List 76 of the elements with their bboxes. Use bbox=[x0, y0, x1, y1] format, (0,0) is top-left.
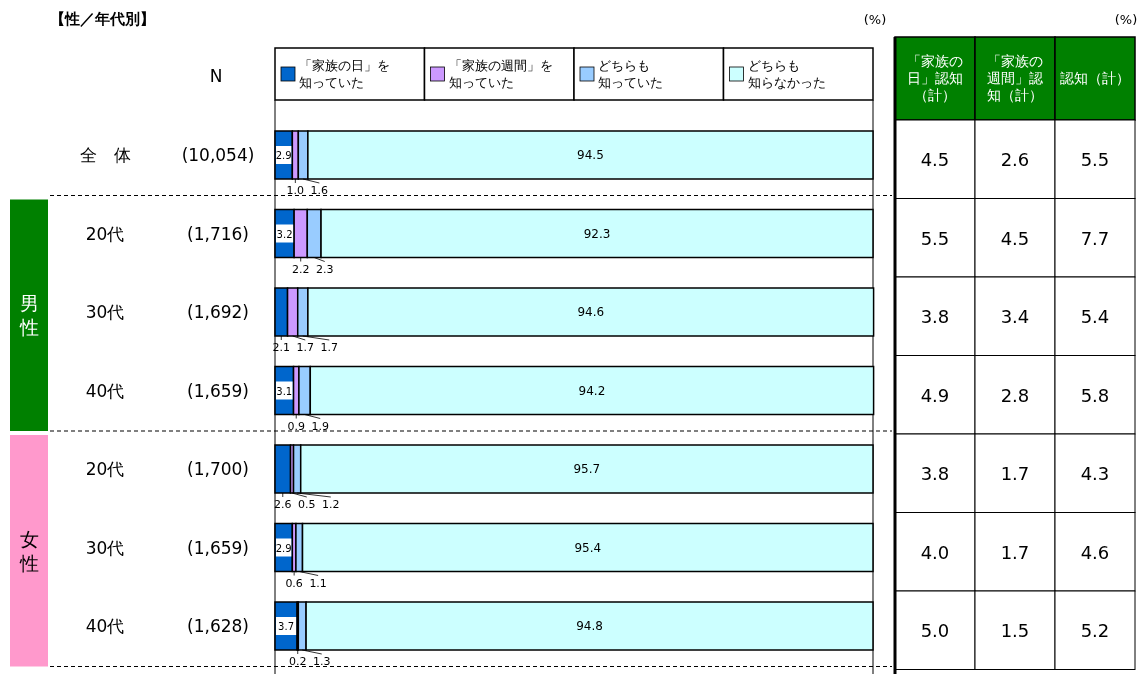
y-tick-label: 20代 bbox=[85, 223, 125, 244]
text: 5.0 bbox=[920, 620, 950, 642]
text: 4.5 bbox=[920, 149, 950, 171]
data-label: 0.5 bbox=[298, 498, 316, 511]
legend-label: 「家族の日」を知っていた bbox=[299, 58, 390, 90]
data-label: 2.3 bbox=[315, 262, 334, 276]
data-label: 1.0 bbox=[286, 184, 305, 197]
text: N bbox=[209, 66, 223, 86]
legend-label: 「家族の週間」を知っていた bbox=[448, 58, 553, 90]
text: 7.7 bbox=[1080, 227, 1110, 249]
data-label: 94.5 bbox=[577, 148, 604, 162]
data-label: 92.3 bbox=[583, 226, 611, 241]
text: (1,700) bbox=[187, 459, 249, 479]
data-label: 94.2 bbox=[578, 383, 606, 398]
data-label: 2.6 bbox=[274, 498, 292, 511]
data-label: 0.9 bbox=[287, 419, 305, 433]
text: 3.8 bbox=[920, 306, 950, 328]
text: 4.9 bbox=[920, 384, 950, 406]
data-label: 0.6 bbox=[285, 576, 303, 590]
text: 5.5 bbox=[1080, 149, 1110, 171]
data-label: 1.9 bbox=[311, 419, 329, 433]
text: (%) bbox=[1114, 12, 1137, 27]
data-label: 3.1 bbox=[276, 385, 293, 397]
text: 3.4 bbox=[1000, 306, 1030, 328]
data-label: 95.7 bbox=[573, 462, 601, 476]
y-tick-label: 30代 bbox=[85, 302, 125, 322]
text: (1,659) bbox=[187, 380, 249, 401]
data-label: 1.6 bbox=[310, 184, 329, 197]
text: 2.6 bbox=[1000, 149, 1030, 171]
legend-label: どちらも知っていた bbox=[598, 58, 663, 90]
text: 1.7 bbox=[1000, 463, 1030, 485]
data-label: 95.4 bbox=[574, 540, 602, 555]
data-label: 2.9 bbox=[275, 150, 292, 161]
data-label: 1.7 bbox=[320, 341, 339, 354]
text: (1,628) bbox=[187, 616, 249, 636]
x-axis-title: (%) bbox=[863, 12, 887, 27]
data-label: 3.2 bbox=[276, 228, 293, 240]
data-label: 2.9 bbox=[275, 542, 292, 554]
data-label: 1.7 bbox=[296, 341, 315, 354]
data-label: 1.1 bbox=[309, 576, 327, 590]
text: 5.4 bbox=[1080, 306, 1110, 328]
y-tick-label: 20代 bbox=[85, 459, 125, 479]
text: 5.5 bbox=[920, 227, 950, 249]
text: 5.8 bbox=[1080, 384, 1110, 406]
text: 4.5 bbox=[1000, 227, 1030, 249]
text: 2.8 bbox=[1000, 384, 1030, 406]
y-tick-label: 全 体 bbox=[79, 145, 131, 165]
text: (10,054) bbox=[181, 145, 255, 165]
y-tick-label: 30代 bbox=[85, 537, 125, 558]
legend-label: どちらも知らなかった bbox=[747, 58, 826, 90]
text: 「家族の週間」認知（計） bbox=[987, 53, 1043, 103]
text: 1.7 bbox=[1000, 541, 1030, 563]
data-label: 1.3 bbox=[312, 655, 331, 668]
text: 女性 bbox=[18, 527, 39, 574]
data-label: 3.7 bbox=[278, 621, 295, 632]
text: (1,716) bbox=[187, 223, 249, 244]
text: 認知（計） bbox=[1060, 70, 1130, 86]
data-label: 0.2 bbox=[288, 655, 307, 668]
text: (1,659) bbox=[187, 537, 249, 558]
text: 1.5 bbox=[1000, 620, 1030, 642]
data-label: 2.1 bbox=[272, 341, 291, 354]
text: 4.0 bbox=[920, 541, 950, 563]
data-label: 94.6 bbox=[577, 305, 605, 319]
y-tick-label: 40代 bbox=[85, 616, 125, 636]
data-label: 1.2 bbox=[322, 498, 340, 511]
text: (1,692) bbox=[187, 302, 249, 322]
text: 【性／年代別】 bbox=[50, 10, 155, 28]
data-label: 94.8 bbox=[576, 619, 603, 633]
text: 男性 bbox=[18, 292, 39, 339]
text: 3.8 bbox=[920, 463, 950, 485]
y-tick-label: 40代 bbox=[85, 380, 125, 401]
text: 4.3 bbox=[1080, 463, 1110, 485]
text: 「家族の日」認知（計） bbox=[907, 53, 963, 103]
data-label: 2.2 bbox=[291, 262, 310, 276]
text: 4.6 bbox=[1080, 541, 1110, 563]
text: 5.2 bbox=[1080, 620, 1110, 642]
